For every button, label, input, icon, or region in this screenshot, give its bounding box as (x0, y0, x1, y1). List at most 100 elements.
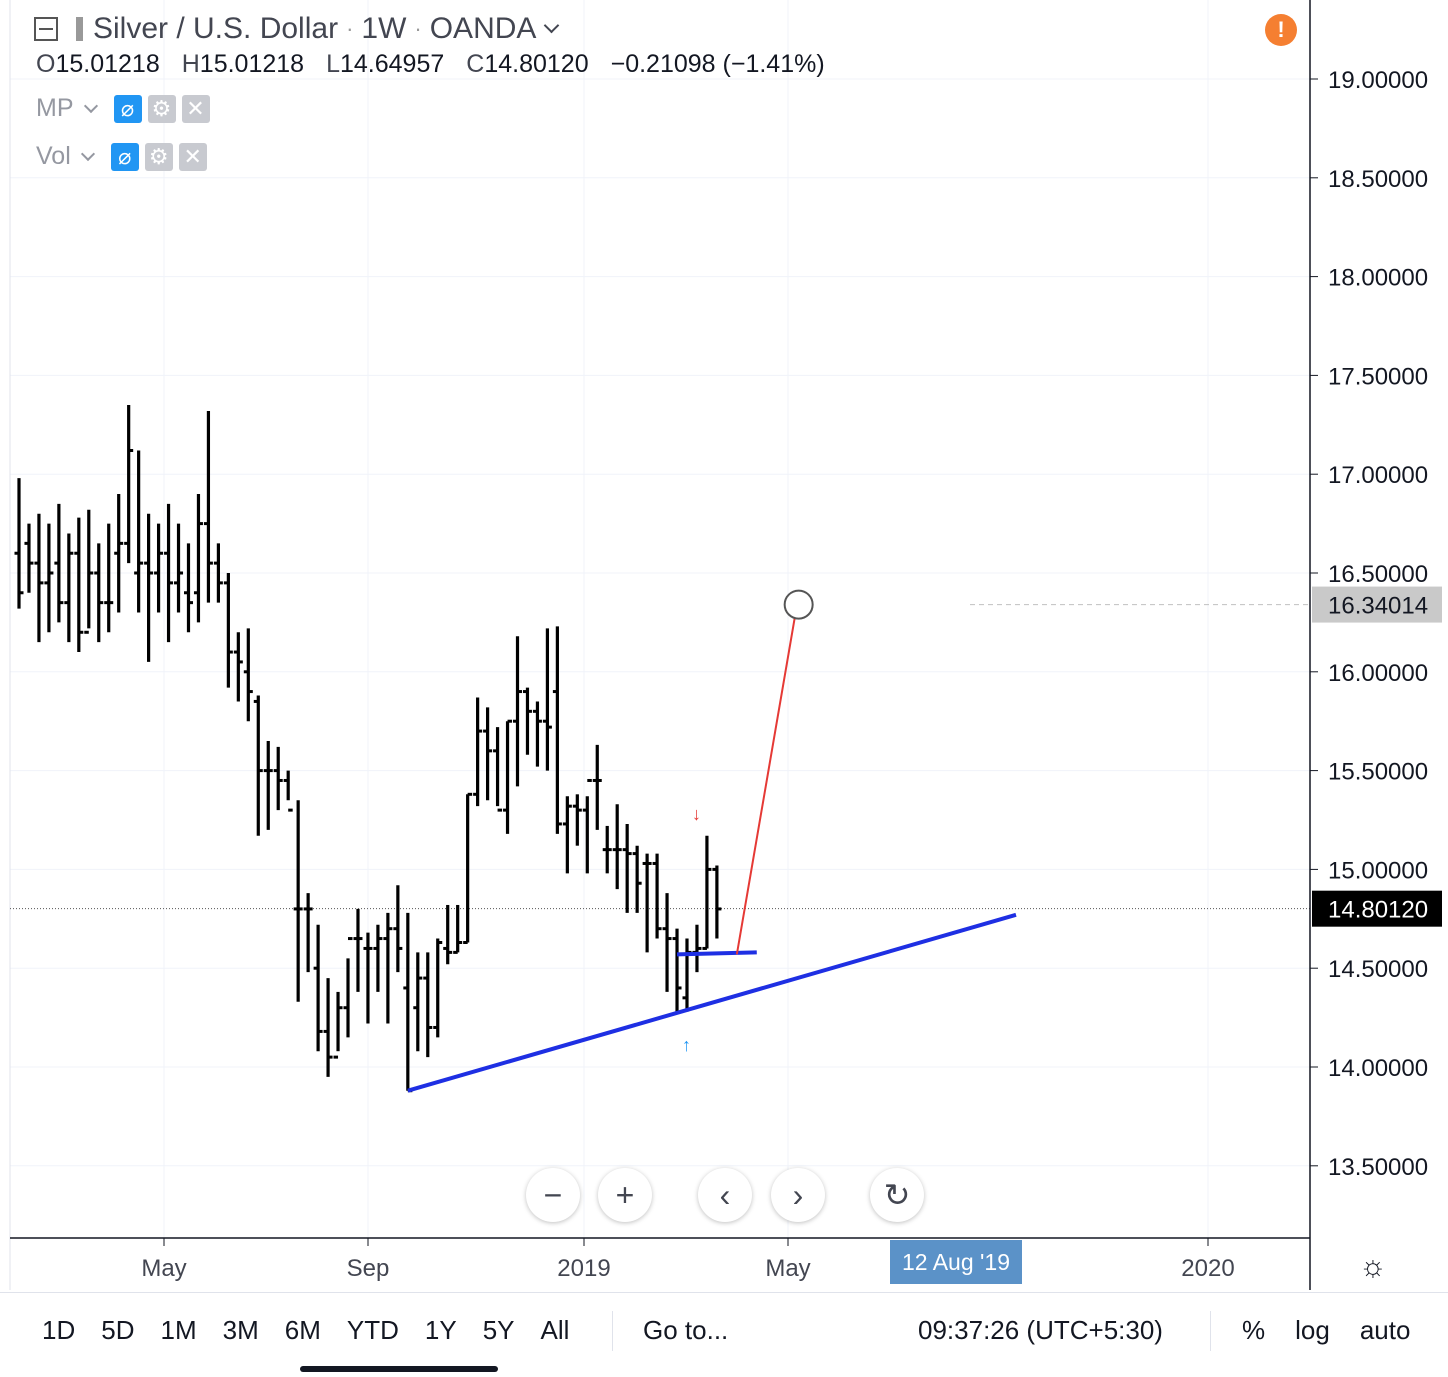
price-tick-label: 13.50000 (1328, 1154, 1428, 1181)
scale-option[interactable]: % (1242, 1315, 1266, 1345)
interval: 1W (361, 12, 407, 45)
scale-option[interactable]: log (1295, 1315, 1330, 1345)
alert-icon[interactable]: ! (1265, 14, 1297, 46)
ohlc-bar (702, 835, 712, 950)
scale-option[interactable]: auto (1359, 1315, 1411, 1345)
clock[interactable]: 09:37:26 (UTC+5:30) (918, 1315, 1163, 1345)
ohlc-bar (483, 707, 493, 801)
ohlc-bar (393, 885, 403, 973)
range-ytd[interactable]: YTD (346, 1315, 399, 1345)
ohlc-bar (453, 904, 463, 954)
low-value: L14.64957 (326, 50, 445, 78)
ohlc-bar (223, 573, 233, 688)
chevron-down-icon[interactable] (544, 17, 560, 33)
ohlc-bar (423, 952, 433, 1058)
scrollbar[interactable] (300, 1366, 498, 1372)
price-tick-label: 14.00000 (1328, 1055, 1428, 1082)
range-5y[interactable]: 5Y (482, 1315, 515, 1345)
ohlc-bar (612, 804, 622, 890)
ohlc-bar (532, 701, 542, 767)
price-tick-label: 18.00000 (1328, 265, 1428, 292)
ohlc-bar (493, 727, 503, 812)
gear-icon[interactable]: ⚙ (144, 142, 173, 171)
chevron-down-icon[interactable] (80, 146, 95, 161)
price-tick-label: 15.50000 (1328, 759, 1428, 786)
ohlc-bar (114, 493, 124, 613)
range-3m[interactable]: 3M (222, 1315, 259, 1345)
ohlc-bar (183, 543, 193, 633)
ohlc-bar (84, 509, 94, 634)
zoom-in-button[interactable]: + (598, 1168, 652, 1222)
ohlc-bar (333, 991, 343, 1059)
ohlc-bar (74, 517, 84, 653)
reset-button[interactable]: ↻ (870, 1168, 924, 1222)
separator-dot: · (414, 16, 422, 41)
range-1m[interactable]: 1M (160, 1315, 197, 1345)
last-price-badge: 14.80120 (1312, 890, 1442, 927)
ohlc-bar (403, 912, 413, 1093)
zoom-out-button[interactable]: − (526, 1168, 580, 1222)
up-arrow-marker: ↑ (682, 1035, 691, 1055)
ohlc-bar (104, 523, 114, 633)
chevron-down-icon[interactable] (83, 98, 98, 113)
close-value: C14.80120 (466, 50, 589, 78)
bottom-toolbar: 1D 5D 1M 3M 6M YTD 1Y 5Y All Go to... 09:37:26 (… (0, 1292, 1448, 1373)
indicator-vol[interactable]: Vol ⌀ ⚙ ✕ (36, 142, 213, 171)
navigation-buttons: − + ‹ › ↻ (0, 1168, 1310, 1228)
ohlc-bar (34, 513, 44, 643)
range-all[interactable]: All (540, 1315, 570, 1345)
ohlc-bar (134, 450, 144, 613)
arrow-drawing[interactable] (735, 606, 798, 955)
gear-icon[interactable]: ⚙ (147, 94, 176, 123)
time-tick-label: 2020 (1181, 1255, 1234, 1282)
symbol-header[interactable]: Silver / U.S. Dollar · 1W · OANDA (34, 12, 560, 46)
ohlc-bar (562, 796, 572, 874)
ohlc-bar (383, 912, 393, 1024)
ohlc-bar (592, 744, 602, 830)
range-buttons: 1D 5D 1M 3M 6M YTD 1Y 5Y All (42, 1315, 569, 1346)
settings-gear-icon[interactable]: ☼ (1359, 1250, 1387, 1283)
indicator-label: Vol (36, 142, 71, 170)
ohlc-bar (253, 695, 263, 836)
ohlc-bar (473, 697, 483, 807)
trendline-drawing[interactable] (407, 912, 1017, 1093)
ohlc-bar (243, 628, 253, 722)
hide-icon[interactable]: ⌀ (110, 142, 139, 171)
ohlc-bar (363, 932, 373, 1024)
drawing-handle[interactable] (783, 589, 814, 620)
close-icon[interactable]: ✕ (178, 142, 207, 171)
ohlc-bar (652, 853, 662, 939)
indicator-mp[interactable]: MP ⌀ ⚙ ✕ (36, 94, 216, 123)
range-6m[interactable]: 6M (284, 1315, 321, 1345)
svg-text:14.80120: 14.80120 (1328, 897, 1428, 924)
goto-button[interactable]: Go to... (643, 1315, 729, 1345)
hline-drawing[interactable] (676, 950, 757, 957)
ohlc-bar (672, 928, 682, 1012)
time-axis: May Sep 2019 May 2020 (10, 1237, 1310, 1282)
ohlc-bar (144, 513, 154, 662)
scroll-back-button[interactable]: ‹ (698, 1168, 752, 1222)
drawings: ↓↑ (407, 589, 1017, 1093)
hide-icon[interactable]: ⌀ (113, 94, 142, 123)
ohlc-bar (54, 503, 64, 623)
close-icon[interactable]: ✕ (181, 94, 210, 123)
collapse-icon[interactable] (34, 17, 58, 41)
ohlc-bar (622, 823, 632, 913)
ohlc-bar (712, 865, 722, 939)
price-tick-label: 18.50000 (1328, 166, 1428, 193)
ohlc-bar (24, 523, 34, 593)
range-5d[interactable]: 5D (101, 1315, 135, 1345)
ohlc-bar (64, 533, 74, 643)
symbol-name: Silver / U.S. Dollar (93, 12, 339, 45)
down-arrow-marker: ↓ (692, 804, 701, 824)
ohlc-bar (14, 478, 24, 609)
exchange: OANDA (429, 12, 537, 45)
range-1d[interactable]: 1D (42, 1315, 76, 1345)
ohlc-bar (193, 493, 203, 623)
ohlc-bar (263, 740, 273, 830)
ohlc-bar (503, 719, 513, 834)
scroll-forward-button[interactable]: › (771, 1168, 825, 1222)
ohlc-bar (513, 636, 522, 787)
range-1y[interactable]: 1Y (424, 1315, 457, 1345)
